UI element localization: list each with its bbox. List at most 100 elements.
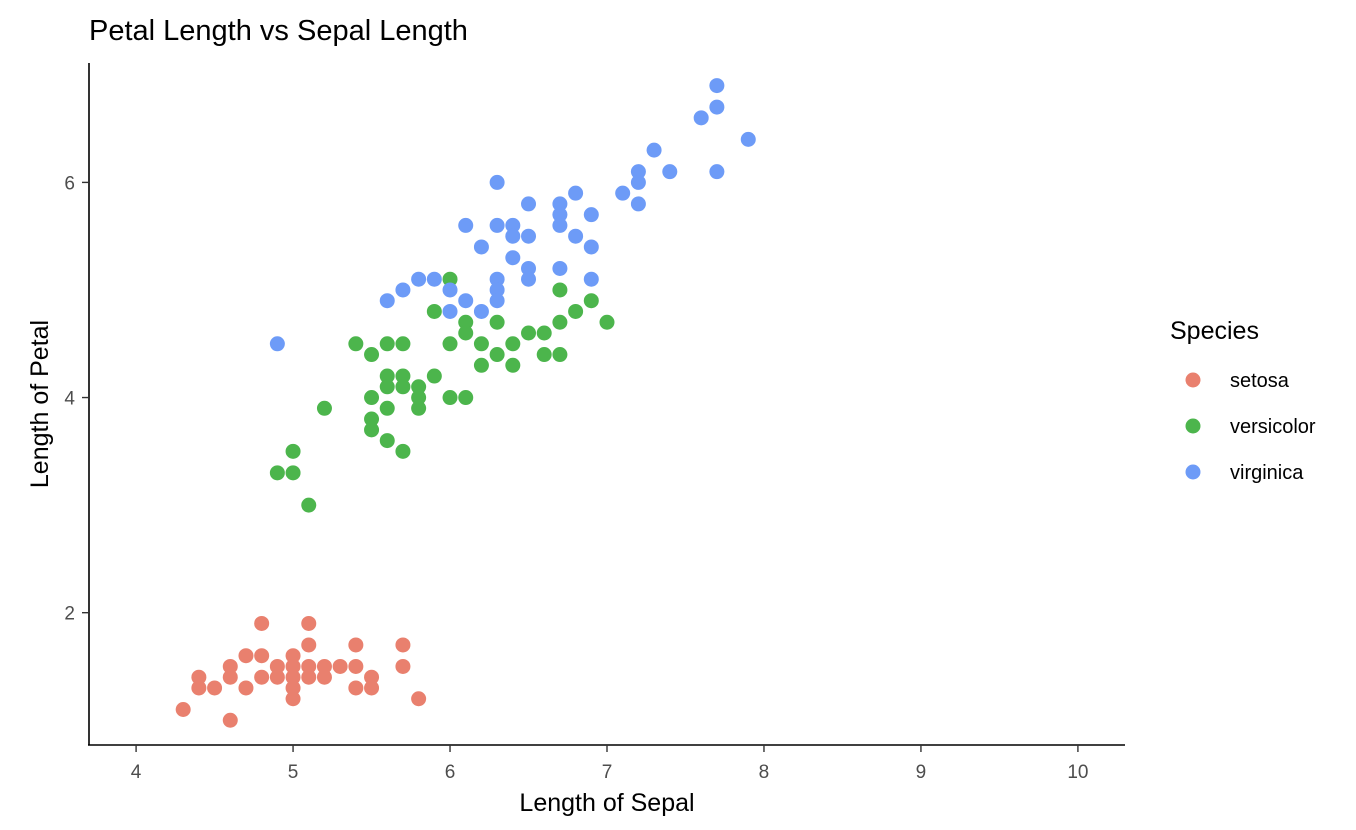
- data-point-virginica: [521, 271, 537, 287]
- axis-ticks: 4 5 6 7 8 9 10 2 4 6: [64, 173, 1088, 783]
- data-point-setosa: [285, 658, 301, 674]
- data-points: [175, 78, 756, 728]
- legend-key-setosa: [1185, 372, 1201, 388]
- data-point-versicolor: [442, 271, 458, 287]
- legend-label-setosa: setosa: [1230, 370, 1290, 392]
- data-point-versicolor: [379, 368, 395, 384]
- data-point-versicolor: [521, 325, 537, 341]
- data-point-versicolor: [458, 325, 474, 341]
- data-point-versicolor: [458, 314, 474, 330]
- data-point-versicolor: [316, 400, 332, 416]
- x-tick-label: 8: [759, 762, 770, 783]
- y-tick-label: 6: [64, 173, 75, 194]
- data-point-versicolor: [379, 379, 395, 395]
- data-point-versicolor: [458, 390, 474, 406]
- data-point-virginica: [583, 239, 599, 255]
- data-point-virginica: [411, 271, 427, 287]
- data-point-setosa: [254, 615, 270, 631]
- data-point-setosa: [285, 691, 301, 707]
- data-point-setosa: [301, 637, 317, 653]
- x-tick-label: 9: [916, 762, 927, 783]
- data-point-setosa: [191, 680, 207, 696]
- x-tick-label: 7: [602, 762, 613, 783]
- series-versicolor: [269, 271, 615, 513]
- data-point-setosa: [175, 702, 191, 718]
- data-point-virginica: [521, 228, 537, 244]
- data-point-versicolor: [348, 336, 364, 352]
- data-point-virginica: [521, 260, 537, 276]
- y-tick-label: 2: [64, 604, 75, 625]
- data-point-virginica: [473, 239, 489, 255]
- data-point-setosa: [301, 615, 317, 631]
- data-point-virginica: [442, 303, 458, 319]
- data-point-virginica: [693, 110, 709, 126]
- data-point-setosa: [316, 658, 332, 674]
- data-point-setosa: [254, 648, 270, 664]
- x-tick-label: 4: [131, 762, 142, 783]
- axes: [88, 63, 1125, 746]
- chart-title: Petal Length vs Sepal Length: [89, 15, 468, 47]
- data-point-versicolor: [379, 433, 395, 449]
- data-point-virginica: [709, 78, 725, 94]
- data-point-virginica: [583, 271, 599, 287]
- data-point-virginica: [552, 217, 568, 233]
- data-point-virginica: [489, 282, 505, 298]
- data-point-setosa: [348, 658, 364, 674]
- data-point-setosa: [285, 669, 301, 685]
- x-tick-label: 10: [1067, 762, 1088, 783]
- data-point-virginica: [426, 271, 442, 287]
- data-point-setosa: [364, 680, 380, 696]
- data-point-virginica: [740, 131, 756, 147]
- legend-items: setosa versicolor virginica: [1185, 370, 1316, 484]
- data-point-virginica: [505, 217, 521, 233]
- data-point-virginica: [489, 271, 505, 287]
- data-point-virginica: [269, 336, 285, 352]
- legend-key-virginica: [1185, 464, 1201, 480]
- data-point-versicolor: [552, 282, 568, 298]
- data-point-versicolor: [285, 465, 301, 481]
- data-point-versicolor: [411, 379, 427, 395]
- data-point-versicolor: [442, 336, 458, 352]
- data-point-virginica: [630, 164, 646, 180]
- data-point-versicolor: [489, 314, 505, 330]
- data-point-virginica: [521, 196, 537, 212]
- data-point-virginica: [552, 207, 568, 223]
- data-point-versicolor: [411, 400, 427, 416]
- data-point-versicolor: [395, 336, 411, 352]
- data-point-virginica: [630, 174, 646, 190]
- data-point-setosa: [222, 669, 238, 685]
- data-point-versicolor: [379, 400, 395, 416]
- legend-title: Species: [1170, 317, 1259, 345]
- data-point-setosa: [207, 680, 223, 696]
- data-point-setosa: [238, 648, 254, 664]
- data-point-versicolor: [364, 422, 380, 438]
- data-point-virginica: [646, 142, 662, 158]
- data-point-setosa: [348, 637, 364, 653]
- data-point-versicolor: [536, 347, 552, 363]
- x-axis-title: Length of Sepal: [519, 789, 694, 817]
- legend-key-versicolor: [1185, 418, 1201, 434]
- data-point-virginica: [395, 282, 411, 298]
- data-point-setosa: [254, 669, 270, 685]
- data-point-setosa: [269, 658, 285, 674]
- data-point-setosa: [316, 669, 332, 685]
- data-point-versicolor: [489, 347, 505, 363]
- data-point-virginica: [709, 99, 725, 115]
- data-point-versicolor: [599, 314, 615, 330]
- data-point-versicolor: [552, 347, 568, 363]
- data-point-versicolor: [379, 336, 395, 352]
- data-point-setosa: [301, 658, 317, 674]
- data-point-versicolor: [505, 336, 521, 352]
- series-virginica: [269, 78, 756, 352]
- data-point-versicolor: [473, 357, 489, 373]
- series-setosa: [175, 615, 427, 728]
- data-point-virginica: [458, 217, 474, 233]
- data-point-setosa: [301, 669, 317, 685]
- data-point-setosa: [285, 680, 301, 696]
- data-point-virginica: [583, 207, 599, 223]
- data-point-versicolor: [505, 357, 521, 373]
- data-point-setosa: [395, 658, 411, 674]
- data-point-versicolor: [364, 390, 380, 406]
- data-point-versicolor: [426, 303, 442, 319]
